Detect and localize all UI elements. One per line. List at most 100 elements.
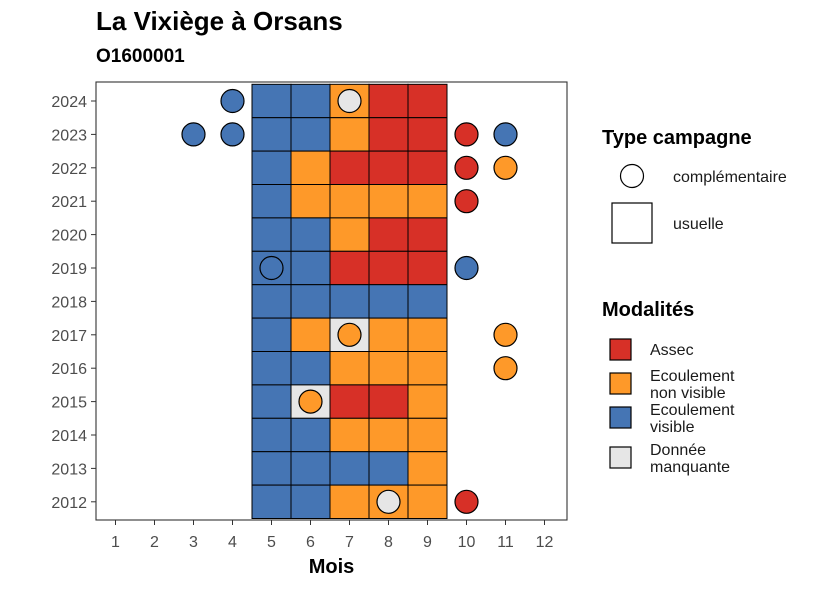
tile-2018-7 — [329, 284, 370, 319]
tile-2016-8 — [368, 351, 409, 386]
x-tick-label-10: 10 — [458, 534, 476, 551]
y-tick-label-2016: 2016 — [51, 361, 87, 378]
legend-label-usuelle: usuelle — [673, 216, 724, 233]
point-2015-6 — [298, 389, 323, 414]
tile-2016-7 — [329, 351, 370, 386]
tile-2022-9 — [407, 150, 448, 186]
tile-2014-8 — [368, 417, 409, 453]
point-2023-10 — [454, 122, 479, 147]
point-2024-4 — [220, 88, 245, 114]
y-tick-label-2013: 2013 — [51, 461, 87, 478]
tile-2020-5 — [251, 217, 292, 252]
tile-2015-7 — [329, 384, 370, 419]
x-tick-label-9: 9 — [423, 534, 432, 551]
tile-2013-9 — [407, 451, 448, 486]
tile-2021-6 — [290, 184, 331, 219]
tile-2024-8 — [368, 83, 409, 119]
point-2019-10 — [454, 255, 479, 281]
tile-2024-6 — [290, 83, 331, 119]
point-2022-10 — [454, 155, 479, 180]
x-tick-label-6: 6 — [306, 534, 315, 551]
tile-2021-8 — [368, 184, 409, 219]
tile-2022-7 — [329, 150, 370, 186]
point-2021-10 — [454, 189, 479, 214]
legend-key-3 — [609, 446, 632, 469]
tile-2015-8 — [368, 384, 409, 419]
tile-2014-9 — [407, 417, 448, 453]
tile-2017-5 — [251, 317, 292, 353]
tile-2015-5 — [251, 384, 292, 419]
tile-2021-5 — [251, 184, 292, 219]
tile-2023-8 — [368, 117, 409, 152]
tile-2018-6 — [290, 284, 331, 319]
point-2012-8 — [376, 489, 401, 514]
tile-2024-9 — [407, 83, 448, 119]
tile-2012-6 — [290, 484, 331, 520]
legend-label-2: Ecoulement visible — [650, 402, 735, 436]
tile-2013-5 — [251, 451, 292, 486]
tile-2012-9 — [407, 484, 448, 520]
y-tick-label-2017: 2017 — [51, 328, 87, 345]
legend-key-2 — [609, 406, 632, 429]
x-tick-label-2: 2 — [150, 534, 159, 551]
x-tick-label-11: 11 — [497, 534, 514, 551]
point-2012-10 — [454, 489, 479, 514]
tile-2016-5 — [251, 351, 292, 386]
point-2022-11 — [493, 155, 518, 180]
chart-subtitle: O1600001 — [96, 46, 185, 67]
tile-2015-9 — [407, 384, 448, 419]
tile-2018-9 — [407, 284, 448, 319]
tile-2018-5 — [251, 284, 292, 319]
legend-key-0 — [609, 338, 632, 361]
tile-2012-5 — [251, 484, 292, 520]
tile-2016-9 — [407, 351, 448, 386]
x-tick-label-12: 12 — [536, 534, 554, 551]
point-2016-11 — [493, 356, 518, 381]
y-tick-label-2023: 2023 — [51, 127, 87, 144]
y-tick-label-2012: 2012 — [51, 495, 87, 512]
x-axis-title: Mois — [309, 556, 355, 578]
tile-2014-7 — [329, 417, 370, 453]
tile-2023-7 — [329, 117, 370, 152]
tile-2020-6 — [290, 217, 331, 252]
point-2017-7 — [337, 322, 362, 347]
tile-2016-6 — [290, 351, 331, 386]
tile-2023-9 — [407, 117, 448, 152]
tile-2020-9 — [407, 217, 448, 252]
legend-circle-key — [619, 163, 645, 189]
legend-fill-title: Modalités — [602, 299, 694, 321]
y-tick-label-2020: 2020 — [51, 228, 87, 245]
y-tick-label-2015: 2015 — [51, 395, 87, 412]
point-2023-11 — [493, 122, 518, 147]
x-tick-label-3: 3 — [189, 534, 198, 551]
legend-label-3: Donnée manquante — [650, 442, 730, 476]
tile-2019-7 — [329, 250, 370, 286]
y-tick-label-2021: 2021 — [51, 194, 87, 211]
legend-shape-title: Type campagne — [602, 127, 752, 149]
tile-2019-8 — [368, 250, 409, 286]
point-2024-7 — [337, 88, 362, 114]
y-tick-label-2024: 2024 — [51, 94, 87, 111]
legend-label-1: Ecoulement non visible — [650, 368, 735, 402]
y-tick-label-2014: 2014 — [51, 428, 87, 445]
tile-2019-6 — [290, 250, 331, 286]
tile-2013-8 — [368, 451, 409, 486]
tile-2018-8 — [368, 284, 409, 319]
point-2017-11 — [493, 322, 518, 347]
chart-title: La Vixiège à Orsans — [96, 6, 343, 36]
tile-2013-6 — [290, 451, 331, 486]
tile-2014-5 — [251, 417, 292, 453]
legend-label-0: Assec — [650, 342, 694, 359]
y-tick-label-2022: 2022 — [51, 161, 87, 178]
tile-2012-7 — [329, 484, 370, 520]
tile-2017-9 — [407, 317, 448, 353]
x-tick-label-1: 1 — [111, 534, 120, 551]
tile-2021-9 — [407, 184, 448, 219]
tile-2023-5 — [251, 117, 292, 152]
tile-2023-6 — [290, 117, 331, 152]
y-tick-label-2019: 2019 — [51, 261, 87, 278]
x-tick-label-4: 4 — [228, 534, 237, 551]
point-2019-5 — [259, 255, 284, 281]
y-tick-label-2018: 2018 — [51, 294, 87, 311]
